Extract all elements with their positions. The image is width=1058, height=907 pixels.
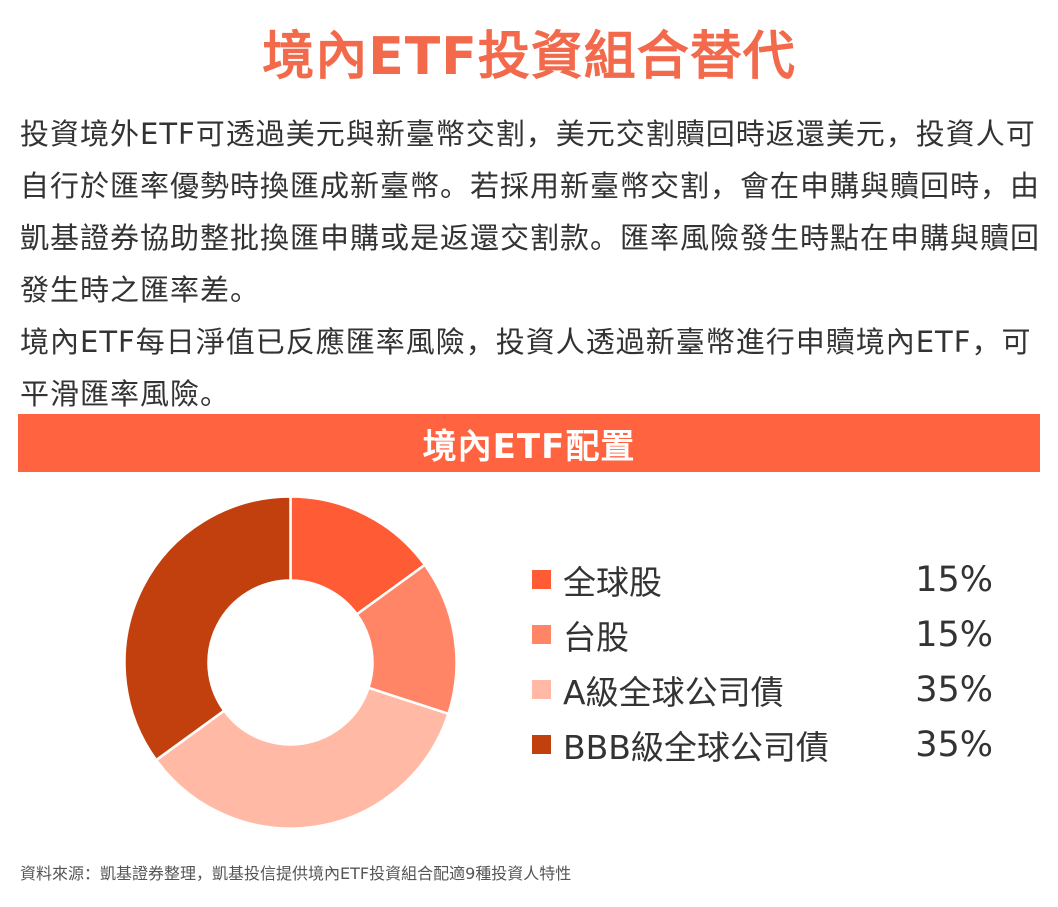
- legend-value: 35%: [915, 724, 993, 765]
- legend-swatch: [532, 570, 551, 589]
- page-title: 境內ETF投資組合替代: [262, 27, 796, 87]
- section-banner: 境內ETF配置: [18, 414, 1040, 472]
- legend-swatch: [532, 680, 551, 699]
- legend-label: 台股: [563, 617, 629, 657]
- chart-legend: 全球股 15% 台股 15% A級全球公司債 35% BBB級全球公司債 35%: [532, 552, 1012, 772]
- intro-paragraph-1: 投資境外ETF可透過美元與新臺幣交割，美元交割贖回時返還美元，投資人可自行於匯率…: [20, 117, 1041, 307]
- legend-label: A級全球公司債: [563, 672, 784, 712]
- legend-label: BBB級全球公司債: [563, 727, 829, 767]
- donut-slice-3: [123, 495, 292, 762]
- legend-label: 全球股: [563, 562, 662, 602]
- donut-slices: [123, 495, 458, 830]
- legend-item: 台股 15%: [532, 607, 1012, 662]
- legend-item: A級全球公司債 35%: [532, 662, 1012, 717]
- intro-paragraph-2: 境內ETF每日淨值已反應匯率風險，投資人透過新臺幣進行申贖境內ETF，可平滑匯率…: [20, 325, 1032, 411]
- section-banner-label: 境內ETF配置: [422, 426, 636, 467]
- donut-slice-2: [154, 686, 450, 830]
- legend-value: 35%: [915, 669, 993, 710]
- intro-text: 投資境外ETF可透過美元與新臺幣交割，美元交割贖回時返還美元，投資人可自行於匯率…: [20, 108, 1045, 420]
- donut-chart: [123, 495, 458, 830]
- legend-swatch: [532, 625, 551, 644]
- legend-swatch: [532, 735, 551, 754]
- source-note: 資料來源：凱基證券整理，凱基投信提供境內ETF投資組合配適9種投資人特性: [20, 864, 572, 883]
- legend-value: 15%: [915, 559, 993, 600]
- legend-item: BBB級全球公司債 35%: [532, 717, 1012, 772]
- legend-value: 15%: [915, 614, 993, 655]
- legend-item: 全球股 15%: [532, 552, 1012, 607]
